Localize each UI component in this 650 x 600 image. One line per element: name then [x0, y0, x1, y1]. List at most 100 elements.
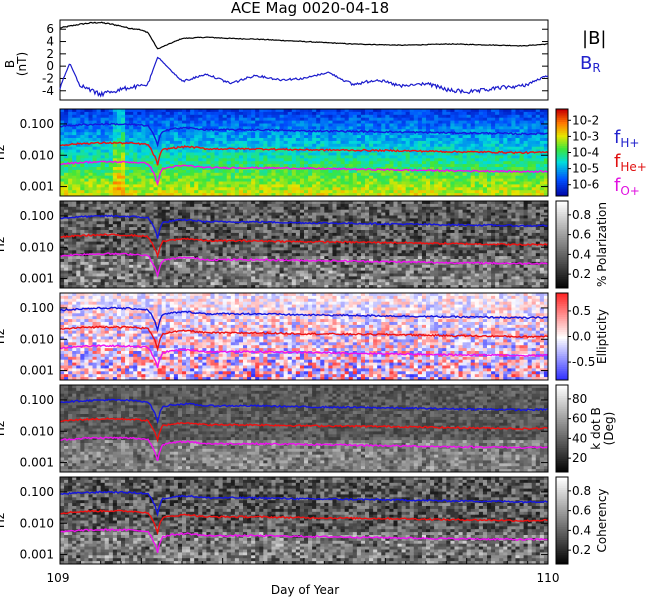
- heatmap-cell: [459, 167, 463, 170]
- heatmap-cell: [93, 230, 97, 233]
- heatmap-cell: [524, 147, 528, 150]
- heatmap-cell: [243, 158, 247, 161]
- heatmap-cell: [206, 268, 210, 271]
- heatmap-cell: [166, 262, 170, 265]
- heatmap-cell: [450, 144, 454, 147]
- heatmap-cell: [105, 204, 109, 207]
- heatmap-cell: [487, 176, 491, 179]
- heatmap-cell: [202, 207, 206, 210]
- heatmap-cell: [430, 124, 434, 127]
- heatmap-cell: [414, 147, 418, 150]
- heatmap-cell: [198, 204, 202, 207]
- heatmap-cell: [137, 176, 141, 179]
- heatmap-cell: [88, 265, 92, 268]
- heatmap-cell: [64, 276, 68, 279]
- heatmap-cell: [406, 124, 410, 127]
- heatmap-cell: [446, 187, 450, 190]
- heatmap-cell: [365, 115, 369, 118]
- heatmap-cell: [430, 184, 434, 187]
- heatmap-cell: [410, 141, 414, 144]
- heatmap-cell: [381, 135, 385, 138]
- heatmap-cell: [377, 155, 381, 158]
- heatmap-cell: [280, 170, 284, 173]
- heatmap-cell: [239, 173, 243, 176]
- heatmap-cell: [206, 230, 210, 233]
- heatmap-cell: [255, 141, 259, 144]
- heatmap-cell: [304, 190, 308, 193]
- heatmap-cell: [410, 155, 414, 158]
- heatmap-cell: [223, 247, 227, 250]
- heatmap-cell: [393, 155, 397, 158]
- heatmap-cell: [210, 132, 214, 135]
- heatmap-cell: [345, 124, 349, 127]
- heatmap-cell: [324, 153, 328, 156]
- heatmap-cell: [88, 138, 92, 141]
- heatmap-cell: [88, 129, 92, 132]
- heatmap-cell: [97, 115, 101, 118]
- heatmap-cell: [402, 121, 406, 124]
- heatmap-cell: [434, 184, 438, 187]
- heatmap-cell: [149, 213, 153, 216]
- heatmap-cell: [499, 144, 503, 147]
- heatmap-cell: [133, 207, 137, 210]
- heatmap-cell: [308, 164, 312, 167]
- heatmap-cell: [446, 141, 450, 144]
- heatmap-cell: [312, 182, 316, 185]
- heatmap-cell: [105, 129, 109, 132]
- heatmap-cell: [231, 179, 235, 182]
- heatmap-cell: [231, 274, 235, 277]
- heatmap-cell: [186, 124, 190, 127]
- heatmap-cell: [353, 176, 357, 179]
- heatmap-cell: [64, 227, 68, 230]
- heatmap-cell: [467, 155, 471, 158]
- heatmap-cell: [463, 147, 467, 150]
- heatmap-cell: [312, 138, 316, 141]
- heatmap-cell: [68, 265, 72, 268]
- heatmap-cell: [471, 126, 475, 129]
- heatmap-cell: [76, 227, 80, 230]
- heatmap-cell: [402, 112, 406, 115]
- heatmap-cell: [503, 176, 507, 179]
- heatmap-cell: [190, 276, 194, 279]
- heatmap-cell: [64, 271, 68, 274]
- heatmap-cell: [487, 187, 491, 190]
- heatmap-cell: [88, 276, 92, 279]
- heatmap-cell: [97, 121, 101, 124]
- heatmap-cell: [532, 164, 536, 167]
- heatmap-cell: [524, 115, 528, 118]
- heatmap-cell: [194, 271, 198, 274]
- heatmap-cell: [121, 135, 125, 138]
- heatmap-cell: [97, 167, 101, 170]
- heatmap-cell: [93, 236, 97, 239]
- heatmap-cell: [137, 135, 141, 138]
- heatmap-cell: [215, 213, 219, 216]
- heatmap-cell: [308, 155, 312, 158]
- heatmap-cell: [93, 250, 97, 253]
- heatmap-cell: [296, 144, 300, 147]
- heatmap-cell: [438, 155, 442, 158]
- heatmap-cell: [129, 250, 133, 253]
- heatmap-cell: [259, 153, 263, 156]
- heatmap-cell: [121, 259, 125, 262]
- heatmap-cell: [520, 144, 524, 147]
- heatmap-cell: [210, 247, 214, 250]
- heatmap-cell: [145, 282, 149, 285]
- heatmap-cell: [515, 184, 519, 187]
- heatmap-cell: [101, 262, 105, 265]
- heatmap-cell: [495, 124, 499, 127]
- heatmap-cell: [76, 256, 80, 259]
- heatmap-cell: [125, 129, 129, 132]
- heatmap-cell: [149, 268, 153, 271]
- heatmap-cell: [60, 250, 64, 253]
- heatmap-cell: [507, 138, 511, 141]
- heatmap-cell: [263, 121, 267, 124]
- heatmap-cell: [422, 179, 426, 182]
- heatmap-cell: [454, 141, 458, 144]
- heatmap-cell: [520, 121, 524, 124]
- heatmap-cell: [475, 118, 479, 121]
- heatmap-cell: [332, 118, 336, 121]
- heatmap-cell: [64, 279, 68, 282]
- heatmap-cell: [288, 112, 292, 115]
- heatmap-cell: [174, 250, 178, 253]
